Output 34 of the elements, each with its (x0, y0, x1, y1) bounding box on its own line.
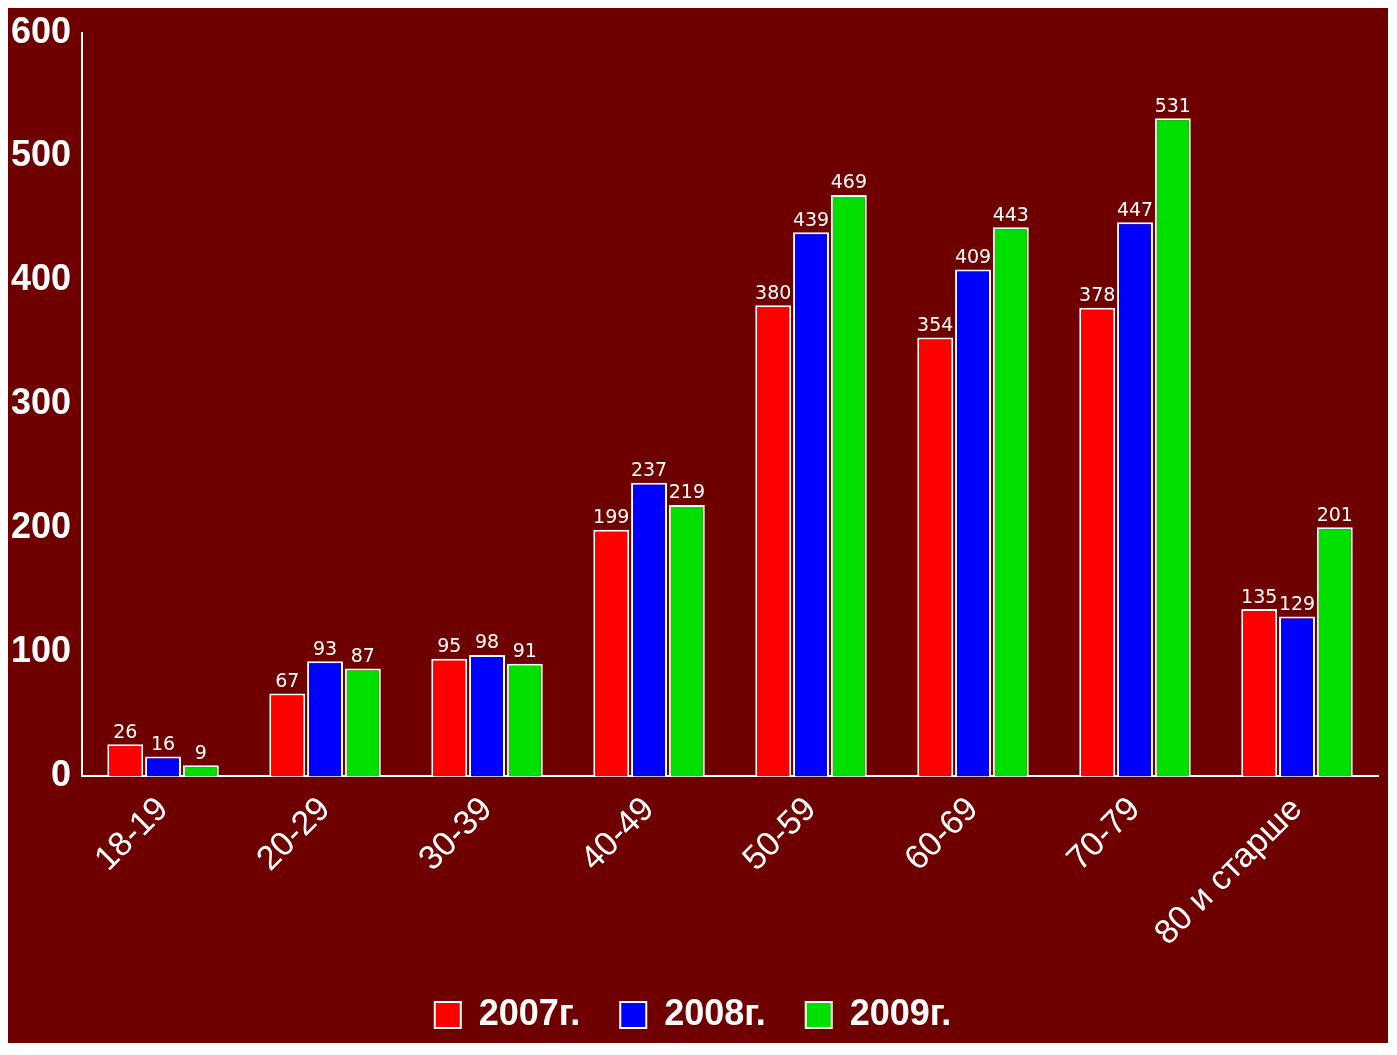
data-label: 93 (312, 636, 338, 659)
data-label: 469 (830, 170, 867, 193)
data-label: 98 (474, 630, 500, 653)
data-label: 67 (275, 668, 300, 691)
data-label: 439 (792, 207, 830, 230)
data-label: 237 (630, 458, 668, 481)
data-label: 9 (194, 740, 207, 763)
data-label: 95 (437, 634, 462, 657)
data-label: 447 (1116, 197, 1154, 220)
data-label: 219 (668, 480, 705, 503)
y-tick-label: 500 (10, 133, 72, 175)
data-label: 26 (113, 719, 138, 742)
y-tick-label: 400 (10, 257, 72, 299)
y-tick-label: 100 (10, 629, 72, 671)
data-label: 91 (512, 639, 537, 662)
legend-label: 2009г. (849, 991, 952, 1033)
y-tick-label: 300 (10, 381, 72, 423)
y-tick-label: 600 (10, 9, 72, 51)
y-tick-label: 200 (10, 505, 72, 547)
data-label: 135 (1241, 584, 1278, 607)
data-label: 129 (1278, 591, 1316, 614)
data-label: 409 (954, 244, 992, 267)
data-label: 380 (755, 280, 792, 303)
data-label: 201 (1316, 502, 1353, 525)
data-label: 378 (1079, 283, 1116, 306)
data-label: 199 (593, 505, 630, 528)
data-label: 531 (1154, 93, 1191, 116)
data-label: 443 (992, 202, 1029, 225)
legend-label: 2007г. (478, 991, 581, 1033)
y-tick-label: 0 (51, 753, 72, 795)
data-label: 16 (150, 732, 176, 755)
data-label: 87 (350, 644, 375, 667)
legend-label: 2008г. (664, 991, 766, 1033)
data-label: 354 (917, 313, 954, 336)
